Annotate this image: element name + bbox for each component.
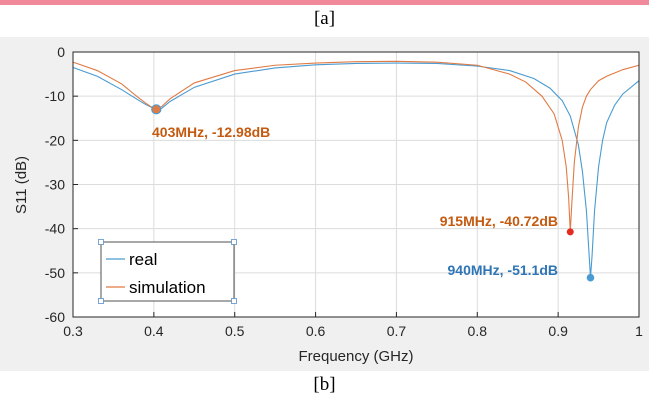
x-tick-label: 0.3 [63, 323, 83, 339]
y-tick-label: -40 [45, 221, 65, 237]
marker-915mhz [566, 228, 574, 236]
legend-label-real: real [129, 250, 157, 269]
y-tick-label: -30 [45, 177, 65, 193]
annotation-915mhz: 915MHz, -40.72dB [440, 213, 558, 229]
x-tick-label: 0.5 [225, 323, 245, 339]
x-axis-label: Frequency (GHz) [298, 348, 413, 365]
x-tick-label: 0.6 [306, 323, 326, 339]
y-tick-label: -50 [45, 265, 65, 281]
marker-403mhz [151, 104, 162, 115]
y-tick-label: -20 [45, 132, 65, 148]
y-tick-label: -10 [45, 88, 65, 104]
y-axis-label: S11 (dB) [13, 156, 30, 214]
legend-box [100, 241, 235, 302]
top-accent-band [0, 0, 649, 5]
x-tick-label: 0.7 [387, 323, 407, 339]
legend-handle-tl[interactable] [98, 239, 104, 245]
annotation-940mhz: 940MHz, -51.1dB [448, 262, 558, 278]
marker-940mhz [586, 273, 595, 282]
y-tick-label: 0 [57, 44, 65, 60]
caption-top: [a] [313, 8, 336, 29]
annotation-403mhz: 403MHz, -12.98dB [152, 124, 270, 140]
x-tick-label: 1 [635, 323, 643, 339]
legend-handle-br[interactable] [231, 298, 237, 304]
x-tick-label: 0.4 [144, 323, 164, 339]
legend: real simulation [98, 239, 237, 304]
x-tick-label: 0.9 [548, 323, 568, 339]
x-tick-label: 0.8 [468, 323, 488, 339]
y-tick-label: -60 [45, 309, 65, 325]
legend-label-simulation: simulation [129, 278, 206, 297]
legend-handle-tr[interactable] [231, 239, 237, 245]
annotations: 403MHz, -12.98dB 915MHz, -40.72dB 940MHz, … [151, 104, 595, 282]
tick-labels: 0.3 0.4 0.5 0.6 0.7 0.8 0.9 1 0 -10 -20 -30 -40 -50 -6… [45, 44, 643, 339]
legend-handle-bl[interactable] [98, 298, 104, 304]
caption-bottom: [b] [313, 374, 336, 395]
